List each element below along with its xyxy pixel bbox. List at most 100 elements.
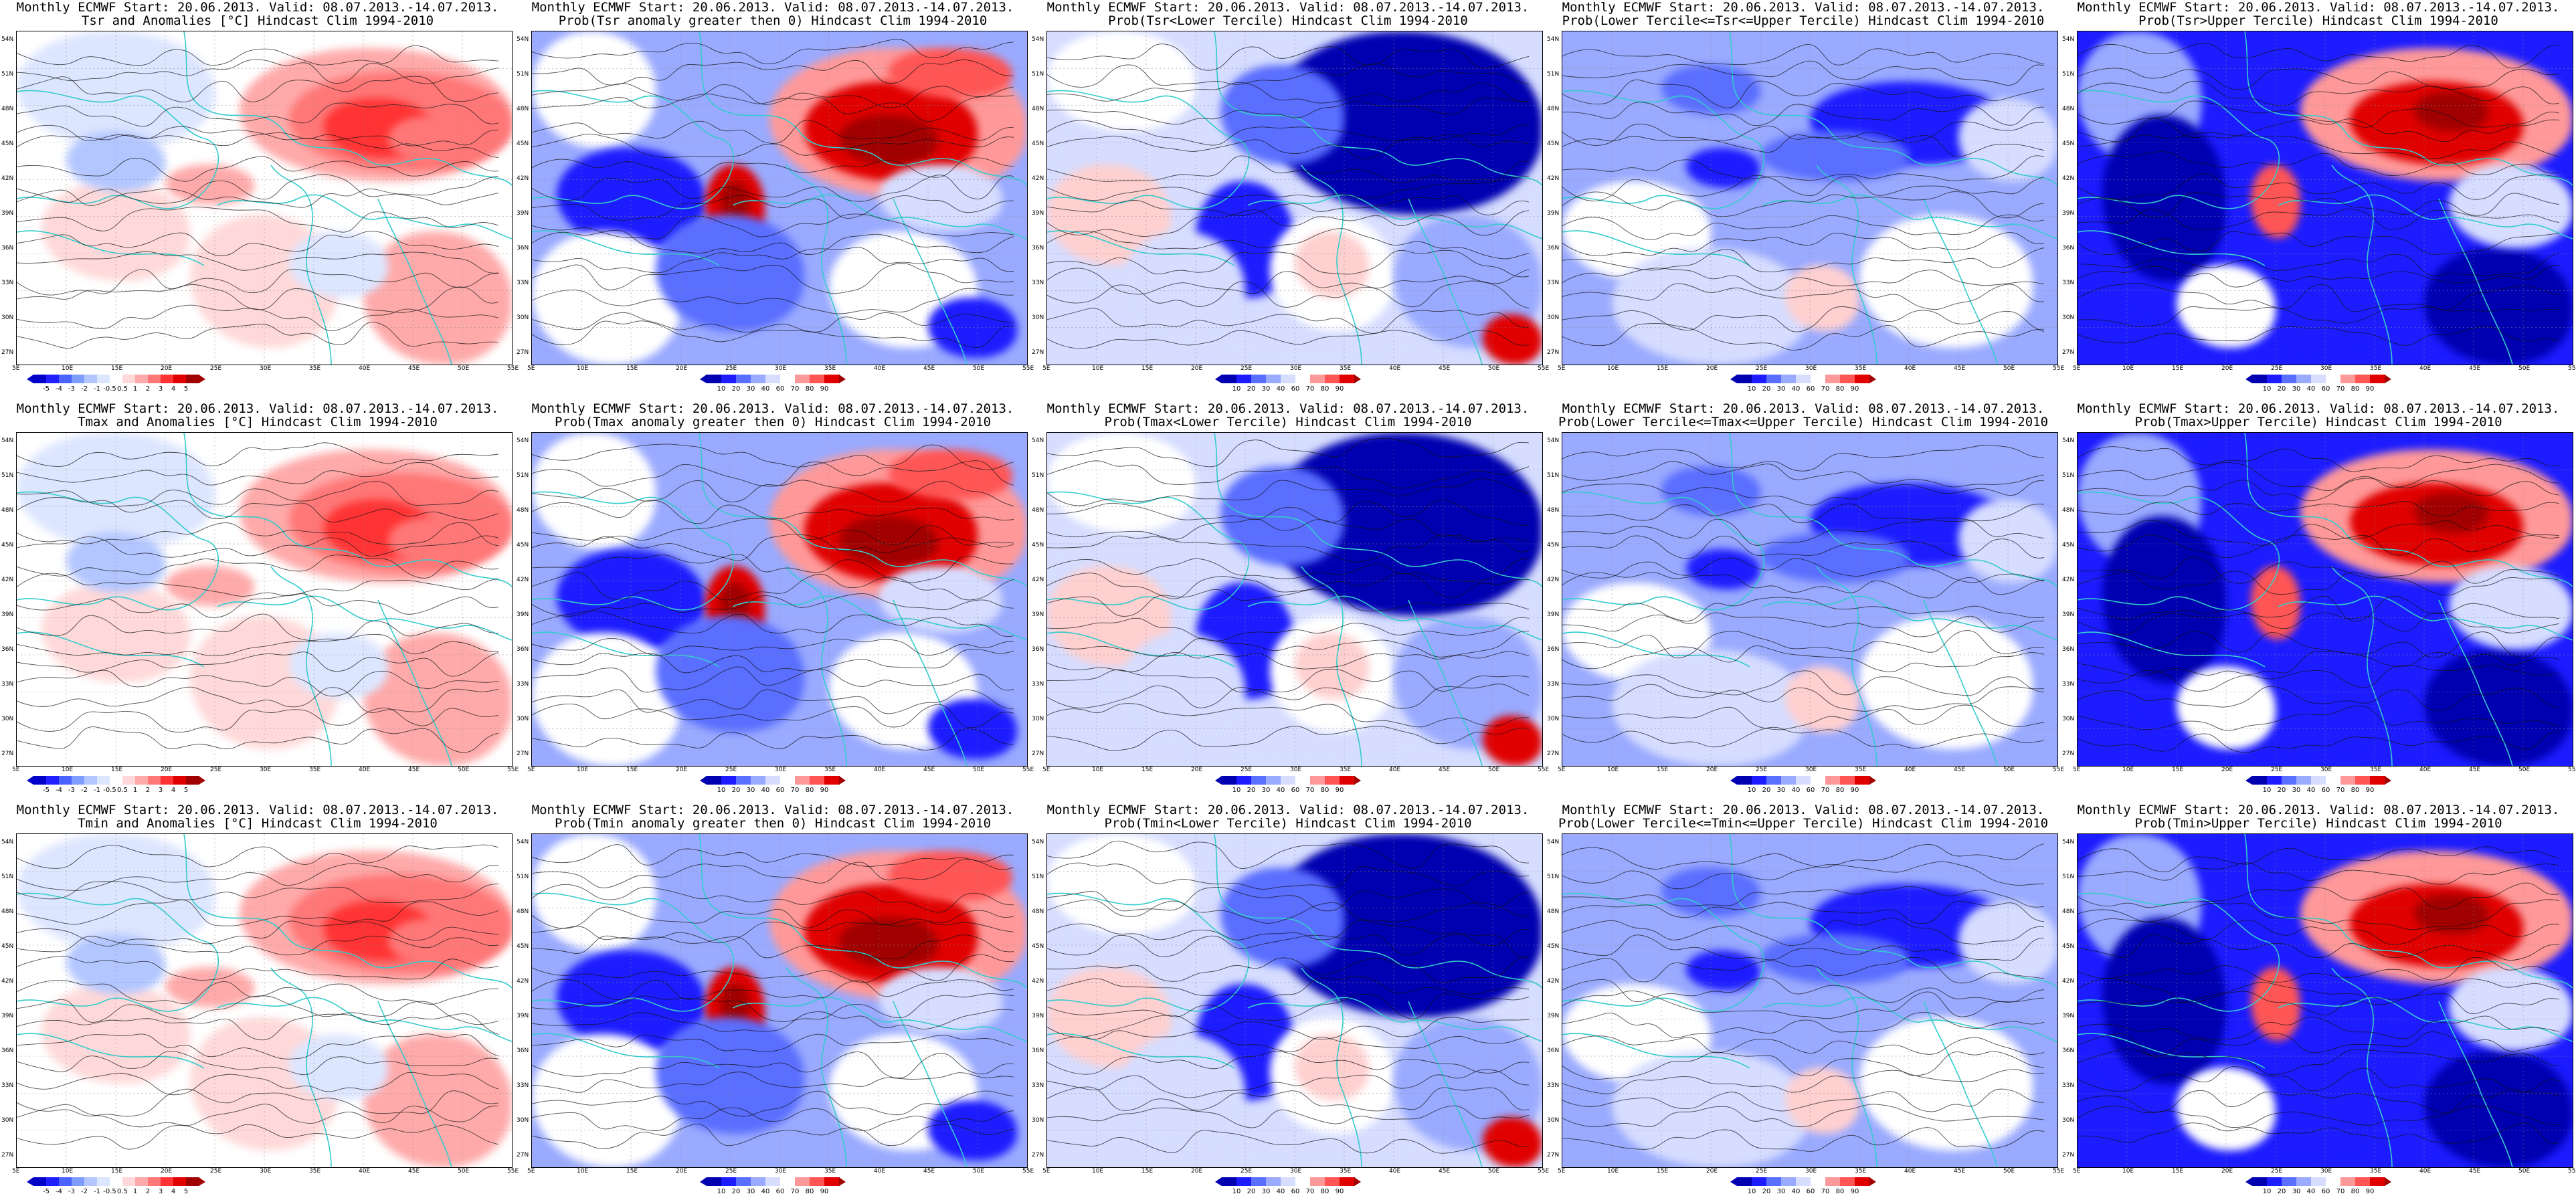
contour-line (1047, 617, 1530, 641)
coastline (1247, 595, 1542, 641)
map-area (2077, 31, 2573, 365)
contour-line (17, 45, 499, 66)
coastline (893, 599, 968, 766)
longitude-label: 45E (1439, 767, 1451, 773)
colorbar-segment (1236, 375, 1252, 383)
map-panel: Monthly ECMWF Start: 20.06.2013. Valid: … (1030, 401, 1549, 803)
longitude-label: 50E (1488, 365, 1500, 372)
contour-line (17, 322, 499, 349)
contour-line (17, 481, 499, 508)
coastline (532, 90, 735, 209)
colorbar-segment (1840, 375, 1855, 383)
latitude-label: 36N (1, 245, 14, 252)
colorbar-segment (46, 375, 60, 383)
longitude-label: 15E (626, 365, 638, 372)
longitude-label: 10E (577, 767, 589, 773)
contour-line (2078, 882, 2560, 910)
coastline (17, 491, 219, 611)
longitude-label: 40E (1389, 767, 1401, 773)
map-panel: Monthly ECMWF Start: 20.06.2013. Valid: … (2061, 803, 2576, 1204)
contour-line (1047, 534, 1530, 563)
contour-line (532, 157, 1014, 179)
longitude-label: 45E (2469, 365, 2481, 372)
colorbar: 10 20 30 40 60 70 80 90 (1730, 1177, 1876, 1197)
longitude-label: 10E (1092, 365, 1104, 372)
coastline (1301, 967, 1362, 1167)
colorbar-max-arrow (199, 1177, 205, 1186)
longitude-label: 10E (62, 365, 74, 372)
coastline (217, 595, 512, 641)
contour-line (532, 979, 1014, 1001)
latitude-label: 36N (517, 646, 529, 653)
colorbar-max-arrow (839, 1177, 846, 1186)
longitude-label: 25E (210, 767, 222, 773)
longitude-label: 20E (161, 365, 173, 372)
colorbar-segment (810, 375, 825, 383)
panel-title-line2: Prob(Tmin<Lower Tercile) Hindcast Clim 1… (1104, 816, 1472, 831)
colorbar-segment (2370, 375, 2385, 383)
colorbar-min-arrow (1730, 375, 1737, 383)
contour-line (1047, 308, 1530, 334)
latitude-label: 39N (1, 210, 14, 217)
shaded-region (2449, 967, 2573, 1051)
colorbar-segment (1752, 1177, 1767, 1186)
contour-line (17, 634, 499, 656)
longitude-label: 30E (260, 767, 272, 773)
coastline (732, 194, 1027, 239)
contour-line (17, 231, 499, 256)
colorbar-segment (1855, 776, 1870, 785)
colorbar-segment (1737, 776, 1752, 785)
longitude-label: 35E (2370, 365, 2382, 372)
shaded-region (1686, 549, 1760, 590)
contour-line (2078, 446, 2560, 472)
latitude-label: 48N (517, 908, 529, 915)
colorbar-tick-label: 80 (2351, 787, 2360, 794)
colorbar-segment (2355, 776, 2371, 785)
coastline (2244, 433, 2573, 587)
longitude-label: 25E (1756, 365, 1768, 372)
longitude-label: 40E (359, 767, 371, 773)
colorbar-tick-label: 60 (1291, 385, 1300, 393)
colorbar-tick-label: -5 (43, 385, 50, 393)
map-panel: Monthly ECMWF Start: 20.06.2013. Valid: … (515, 401, 1034, 803)
contour-line (532, 443, 1014, 470)
contour-line (17, 920, 499, 947)
shaded-region (1859, 615, 2033, 750)
contour-line (17, 844, 499, 869)
latitude-label: 45N (517, 140, 529, 147)
longitude-label: 45E (923, 365, 935, 372)
colorbar-segment (1766, 776, 1782, 785)
contour-line (17, 881, 499, 903)
colorbar-segment (148, 375, 161, 383)
contour-line (1562, 901, 2045, 924)
contour-line (1562, 214, 2045, 240)
colorbar-segment (1840, 776, 1855, 785)
coastline (1301, 165, 1362, 365)
colorbar-max-arrow (1869, 1177, 1876, 1186)
contour-line (532, 954, 1014, 983)
map-area (16, 31, 513, 365)
contour-line (1047, 899, 1530, 924)
colorbar-segment (1325, 375, 1340, 383)
contour-line (532, 1107, 1014, 1131)
latitude-label: 30N (517, 314, 529, 321)
contour-line (1562, 1012, 2045, 1038)
longitude-label: 15E (111, 767, 123, 773)
colorbar-segment (824, 776, 840, 785)
latitude-label: 48N (1547, 908, 1560, 915)
colorbar-segment (148, 1177, 161, 1186)
contour-line (2078, 1106, 2560, 1128)
latitude-label: 39N (1032, 210, 1044, 217)
colorbar-tick-label: 80 (1835, 1188, 1845, 1195)
latitude-label: 42N (2062, 175, 2075, 182)
colorbar-segment (161, 375, 174, 383)
colorbar-tick-label: 20 (2277, 385, 2286, 393)
shaded-region (1760, 131, 1909, 182)
colorbar-tick-label: 80 (805, 385, 814, 393)
contour-line (2078, 862, 2560, 885)
colorbar-tick-label: 20 (1247, 787, 1256, 794)
colorbar-tick-label: 3 (158, 385, 163, 393)
panel-title-line2: Tmax and Anomalies [°C] Hindcast Clim 19… (78, 415, 438, 429)
colorbar-tick-label: 60 (1291, 787, 1300, 794)
longitude-label: 30E (775, 767, 787, 773)
